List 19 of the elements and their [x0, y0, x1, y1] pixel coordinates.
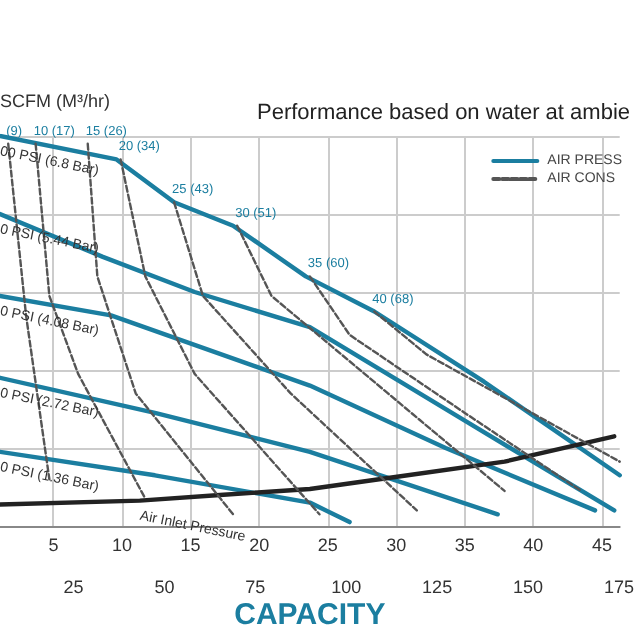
x-tick-label: 10	[112, 535, 133, 555]
x-axis-title: CAPACITY	[234, 598, 386, 632]
x-tick-label: 5	[48, 535, 59, 555]
x-tick-label: 35	[454, 535, 475, 555]
x-tick-label: 15	[180, 535, 201, 555]
x-tick-label: 25	[317, 535, 338, 555]
text: SCFM (M³/hr)	[0, 91, 110, 111]
x-tick-label: 40	[523, 535, 544, 555]
x2-tick-label: 125	[422, 577, 453, 597]
x2-tick-label: 25	[63, 577, 84, 597]
x-tick-label: 30	[386, 535, 407, 555]
x2-tick-label: 75	[245, 577, 266, 597]
chart-title: Performance based on water at ambie	[257, 101, 631, 125]
x2-tick-label: 150	[513, 577, 544, 597]
x2-tick-label: 175	[603, 577, 635, 597]
x2-tick-label: 100	[331, 577, 362, 597]
x-tick-label: 20	[249, 535, 270, 555]
x-tick-label: 45	[591, 535, 612, 555]
x2-tick-label: 50	[154, 577, 175, 597]
